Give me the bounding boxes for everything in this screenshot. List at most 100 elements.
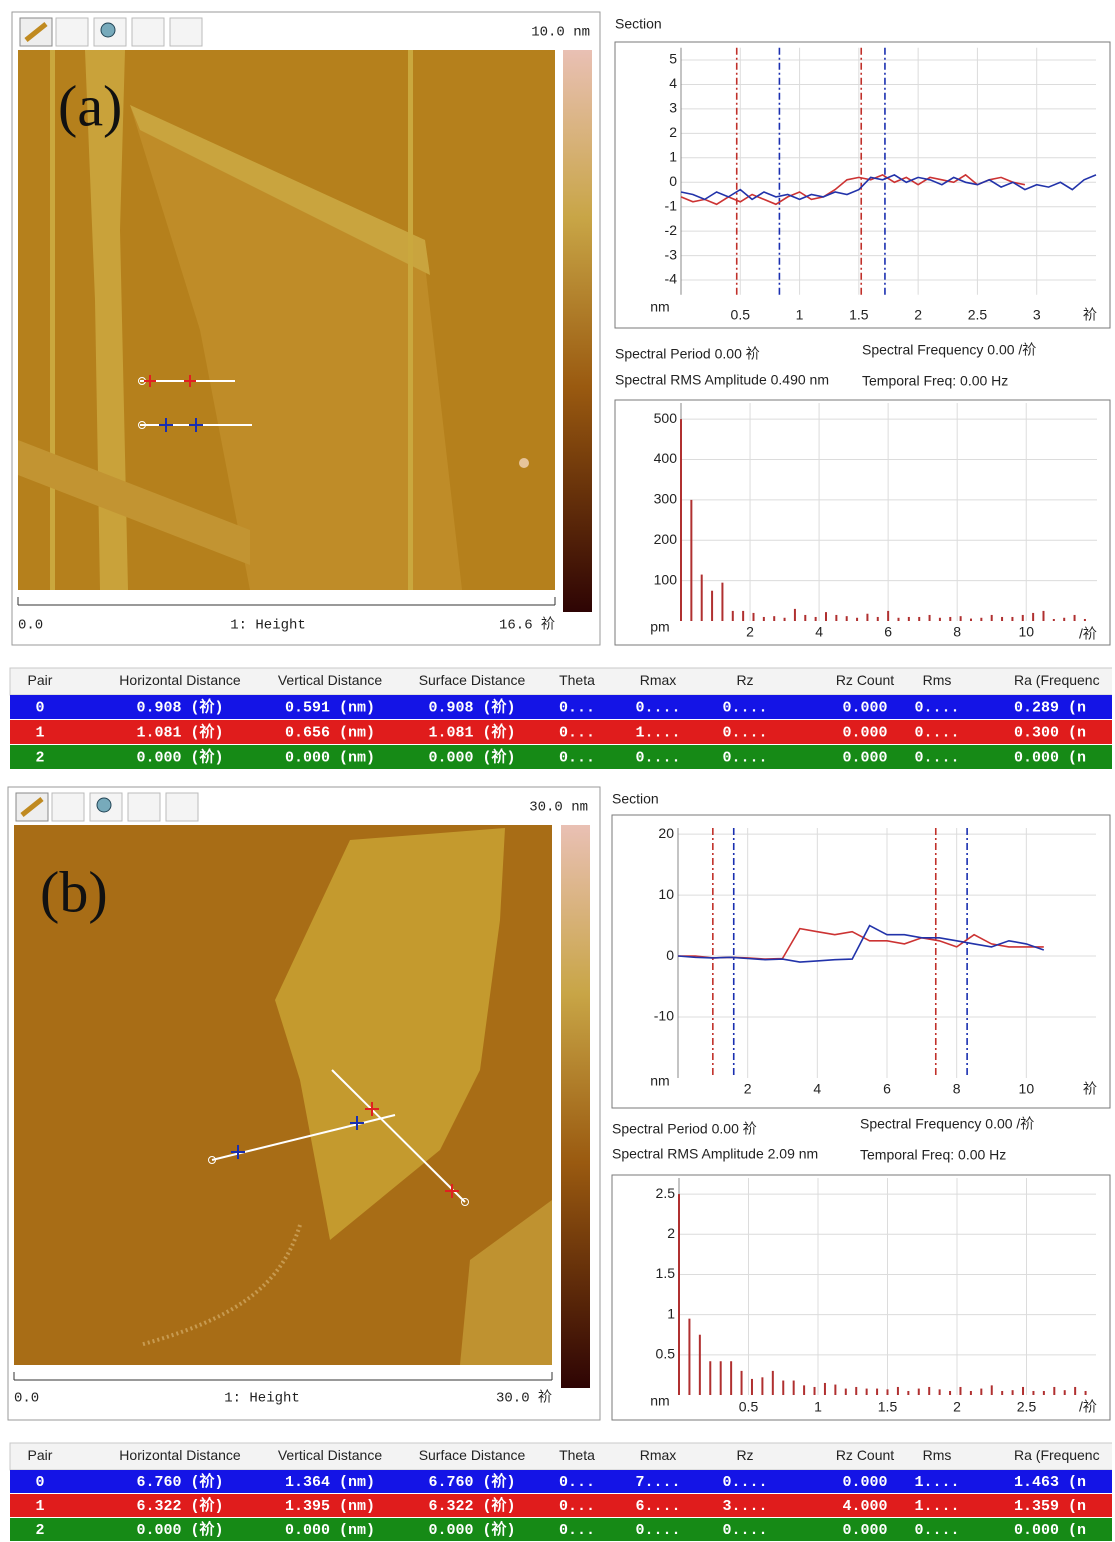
stripe <box>408 50 413 590</box>
column-header: Rz <box>736 1447 753 1463</box>
spectrum-bar <box>763 617 765 621</box>
table-cell: 0.656 (nm) <box>285 724 375 741</box>
table-cell: 0.000 (祄) <box>428 1520 515 1539</box>
spectrum-bar <box>815 617 817 621</box>
x-start: 0.0 <box>14 1391 39 1407</box>
spectrum-bar <box>1022 1387 1024 1395</box>
column-header: Rms <box>923 672 952 688</box>
column-header: Surface Distance <box>419 672 526 688</box>
x-tick-label: 8 <box>953 624 961 640</box>
tool-button[interactable] <box>52 793 84 821</box>
column-header: Pair <box>28 1447 53 1463</box>
table-cell: 1 <box>35 1498 44 1515</box>
spectrum-bar <box>897 618 899 621</box>
spectrum-bar <box>690 500 692 621</box>
spectrum-bar <box>1063 618 1065 621</box>
table-cell: 0.... <box>722 749 767 766</box>
y-tick-label: 0 <box>666 947 674 963</box>
table-cell: 0.... <box>914 724 959 741</box>
spectrum-bar <box>741 1371 743 1395</box>
column-header: Rz Count <box>836 1447 894 1463</box>
x-tick-label: 4 <box>813 1081 821 1097</box>
table-cell: 0.000 <box>842 724 887 741</box>
x-tick-label: 3 <box>1033 307 1041 323</box>
spectrum-bar <box>866 1389 868 1395</box>
toolbar <box>16 793 198 821</box>
spectrum-bar <box>856 618 858 621</box>
table-cell: 0... <box>559 749 595 766</box>
column-header: Rms <box>923 1447 952 1463</box>
x-unit: 祄 <box>1083 307 1097 323</box>
y-tick-label: -3 <box>665 246 678 262</box>
table-cell: 0... <box>559 1522 595 1539</box>
spectrum-bar <box>1011 617 1013 621</box>
spectrum-bar <box>678 1194 680 1395</box>
column-header: Pair <box>28 672 53 688</box>
tool-button[interactable] <box>132 18 164 46</box>
spectrum-bar <box>803 1385 805 1395</box>
stripe <box>50 50 55 590</box>
x-tick-label: 2 <box>744 1081 752 1097</box>
y-tick-label: 0.5 <box>656 1346 676 1362</box>
chart-frame <box>615 400 1110 645</box>
spectrum-bar <box>991 1385 993 1395</box>
y-tick-label: 2 <box>669 124 677 140</box>
table-cell: 0... <box>559 724 595 741</box>
spectrum-bar <box>1053 1387 1055 1395</box>
x-tick-label: 6 <box>883 1081 891 1097</box>
z-scale: 10.0 nm <box>531 25 590 41</box>
spectrum-bar <box>845 1389 847 1395</box>
spectrum-bar <box>782 1381 784 1395</box>
x-tick-label: 2 <box>746 624 754 640</box>
tool-button[interactable] <box>56 18 88 46</box>
y-unit: nm <box>650 1393 669 1409</box>
spectral-info: Temporal Freq: 0.00 Hz <box>860 1147 1006 1163</box>
section-title: Section <box>612 791 659 807</box>
y-tick-label: -1 <box>665 197 678 213</box>
x-tick-label: 0.5 <box>739 1399 759 1415</box>
y-tick-label: 100 <box>654 571 678 587</box>
table-cell: 0.... <box>635 699 680 716</box>
x-tick-label: 2.5 <box>968 307 988 323</box>
table-cell: 1.081 (祄) <box>136 722 223 741</box>
spectrum-bar <box>1001 1391 1003 1395</box>
x-end: 30.0 祄 <box>496 1389 552 1407</box>
tool-button[interactable] <box>166 793 198 821</box>
table-cell: 1.... <box>914 1474 959 1491</box>
chart-frame <box>612 815 1110 1108</box>
spectral-info: Spectral RMS Amplitude 2.09 nm <box>612 1146 818 1162</box>
screenshot: (a)10.0 nm0.01: Height16.6 祄Section54321… <box>0 0 1115 1542</box>
x-tick-label: 4 <box>815 624 823 640</box>
tool-button[interactable] <box>128 793 160 821</box>
zoom-icon <box>101 23 115 37</box>
spectrum-bar <box>773 616 775 621</box>
spectrum-bar <box>834 1385 836 1395</box>
x-start: 0.0 <box>18 618 43 634</box>
spectrum-bar <box>980 618 982 621</box>
x-tick-label: 2 <box>953 1399 961 1415</box>
spectrum-bar <box>949 617 951 621</box>
spectrum-bar <box>929 615 931 621</box>
spectrum-bar <box>752 613 754 621</box>
x-tick-label: 10 <box>1019 1081 1035 1097</box>
x-tick-label: 10 <box>1018 624 1034 640</box>
y-unit: pm <box>650 619 669 635</box>
y-unit: nm <box>650 299 669 315</box>
spectrum-bar <box>939 1389 941 1395</box>
spectrum-bar <box>835 615 837 621</box>
column-header: Theta <box>559 1447 595 1463</box>
z-scale: 30.0 nm <box>529 800 588 816</box>
column-header: Surface Distance <box>419 1447 526 1463</box>
chart-frame <box>612 1175 1110 1420</box>
spectrum-bar <box>991 615 993 621</box>
table-cell: 6.322 (祄) <box>136 1496 223 1515</box>
column-header: Horizontal Distance <box>119 672 241 688</box>
spectrum-bar <box>939 618 941 621</box>
x-tick-label: 1.5 <box>849 307 869 323</box>
tool-button[interactable] <box>170 18 202 46</box>
panel-label: (a) <box>58 73 122 138</box>
spectrum-bar <box>887 1389 889 1395</box>
table-cell: 0.908 (祄) <box>136 697 223 716</box>
column-header: Horizontal Distance <box>119 1447 241 1463</box>
